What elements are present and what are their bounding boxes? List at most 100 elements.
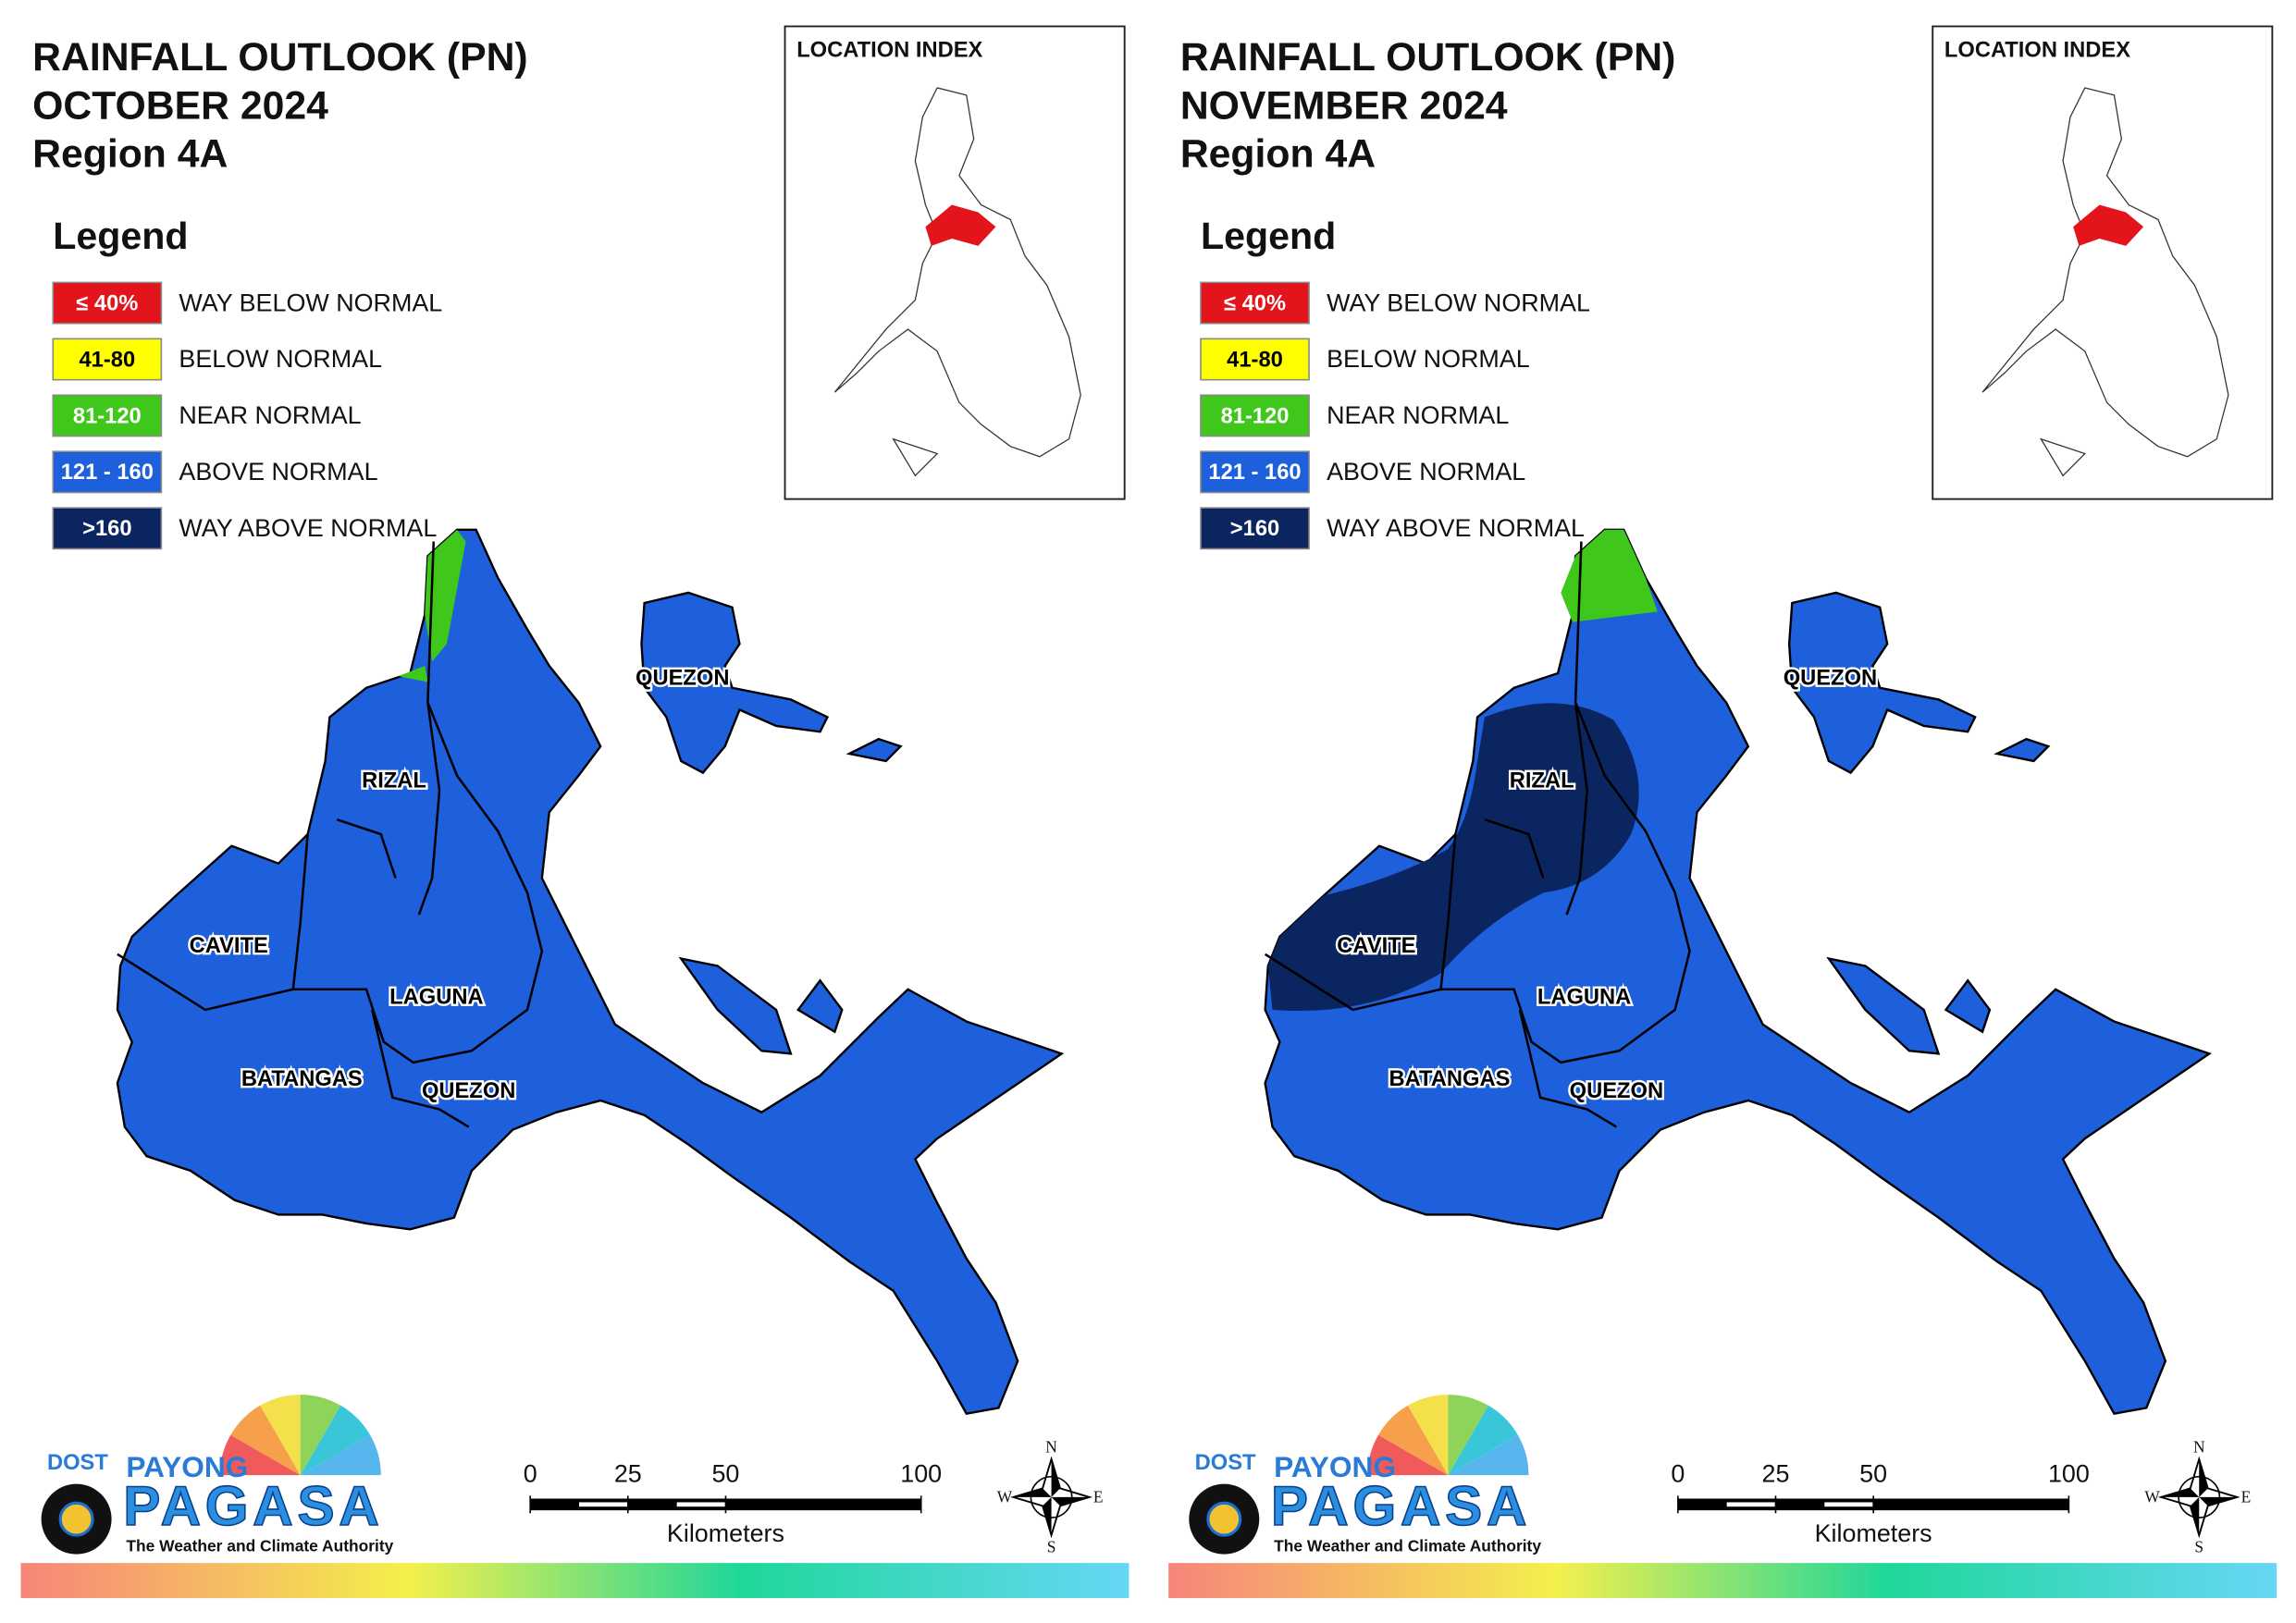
compass-letter: N [1045,1438,1057,1457]
legend-label: BELOW NORMAL [179,345,382,373]
province-label: LAGUNA [389,986,483,1010]
scale-unit: Kilometers [667,1519,784,1547]
logo-brand: PAYONG [1274,1450,1396,1483]
province-label: QUEZON [422,1079,515,1103]
scale-tick-label: 0 [524,1459,537,1487]
legend-label: WAY BELOW NORMAL [179,289,442,316]
legend-swatch [1200,507,1310,550]
logo-umbrella [1448,1405,1518,1476]
logo-umbrella [1367,1434,1449,1476]
logo-tagline: The Weather and Climate Authority [126,1536,393,1555]
logo-umbrella [1448,1434,1529,1476]
province-label: RIZAL [362,768,426,793]
region-highlight [2073,204,2144,246]
legend-label: WAY ABOVE NORMAL [179,514,437,542]
logo-name: PAGASA [1271,1475,1531,1537]
scale-segment [676,1502,726,1507]
compass-letter: S [2194,1537,2203,1555]
legend-range: ≤ 40% [1224,291,1286,315]
region-highlight [925,204,996,246]
scale-tick-label: 50 [1859,1459,1887,1487]
panel-title: OCTOBER 2024 [32,83,328,128]
islands [1787,591,2050,1055]
compass-ring [1030,1475,1073,1518]
legend-swatch [52,507,163,550]
location-index-title: LOCATION INDEX [796,39,982,63]
near-normal-area [398,666,428,682]
province-label: BATANGAS [1389,1067,1511,1091]
compass-letter: W [2144,1487,2160,1506]
compass-letter: E [1093,1487,1104,1506]
legend-label: ABOVE NORMAL [179,458,377,486]
color-band [20,1563,1129,1599]
legend-swatch [52,338,163,381]
province-label: CAVITE [1337,934,1415,958]
logo-tagline: The Weather and Climate Authority [1274,1536,1541,1555]
logo-seal [58,1501,94,1537]
province-label: QUEZON [1784,667,1877,691]
panel-title: Region 4A [32,132,228,177]
scale-tick-label: 100 [2048,1459,2090,1487]
panels: RAINFALL OUTLOOK (PN)OCTOBER 2024Region … [20,25,2277,1599]
panel-title: Region 4A [1180,132,1376,177]
logo-agency: DOST [1195,1451,1256,1475]
logo-umbrella [219,1434,301,1476]
scale-tick-label: 50 [711,1459,739,1487]
legend-range: 81-120 [1221,404,1290,428]
scale-tick-label: 25 [614,1459,642,1487]
scale-segment [1726,1502,1776,1507]
panel-title: RAINFALL OUTLOOK (PN) [1180,35,1676,80]
legend-range: ≤ 40% [76,291,138,315]
province-label: BATANGAS [241,1067,363,1091]
compass-rose [2157,1456,2240,1539]
legend-label: ABOVE NORMAL [1327,458,1525,486]
legend-label: NEAR NORMAL [179,401,361,429]
color-band [1168,1563,2277,1599]
logo-brand: PAYONG [126,1450,248,1483]
legend-title: Legend [53,215,188,257]
near-normal-area [425,529,466,662]
legend-range: 121 - 160 [1208,461,1301,485]
logo-umbrella [260,1395,301,1476]
scale-segment [578,1502,628,1507]
logo-seal [1206,1501,1242,1537]
panel-title: NOVEMBER 2024 [1180,83,1508,128]
compass-letter: W [997,1487,1013,1506]
legend-label: WAY ABOVE NORMAL [1327,514,1585,542]
scale-tick-label: 100 [900,1459,942,1487]
islands [640,591,902,1055]
legend-swatch [52,281,163,325]
legend-swatch [1200,281,1310,325]
legend-swatch [1200,338,1310,381]
logo-agency: DOST [47,1451,108,1475]
logo-umbrella [1448,1395,1488,1476]
logo-umbrella [230,1405,301,1476]
legend-title: Legend [1201,215,1336,257]
legend-range: 121 - 160 [61,461,154,485]
legend-range: 41-80 [80,348,136,372]
legend-range: 41-80 [1227,348,1283,372]
province-label: LAGUNA [1537,986,1631,1010]
legend-label: WAY BELOW NORMAL [1327,289,1590,316]
legend-range: >160 [82,517,131,541]
legend-label: BELOW NORMAL [1327,345,1530,373]
logo-umbrella [300,1395,341,1476]
panel: RAINFALL OUTLOOK (PN)OCTOBER 2024Region … [20,25,1129,1599]
panel-title: RAINFALL OUTLOOK (PN) [32,35,528,80]
legend-range: >160 [1230,517,1279,541]
location-index-title: LOCATION INDEX [1944,39,2130,63]
logo-umbrella [1378,1405,1449,1476]
legend-swatch [1200,450,1310,494]
logo-name: PAGASA [123,1475,383,1537]
province-label: RIZAL [1510,768,1574,793]
compass-ring [2178,1475,2221,1518]
compass-letter: N [2193,1438,2205,1457]
legend-swatch [52,450,163,494]
near-normal-area [1561,529,1658,622]
scale-segment [1824,1502,1874,1507]
compass-rose-dark [1013,1458,1090,1536]
compass-letter: S [1047,1537,1056,1555]
logo-umbrella [1407,1395,1449,1476]
